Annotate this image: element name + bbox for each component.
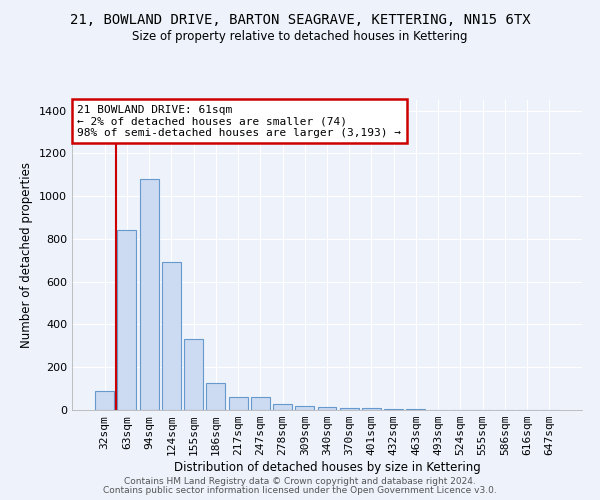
X-axis label: Distribution of detached houses by size in Kettering: Distribution of detached houses by size …: [173, 461, 481, 474]
Bar: [295, 406, 314, 410]
Bar: [184, 340, 203, 410]
Bar: [317, 407, 337, 410]
Bar: [229, 397, 248, 410]
Bar: [273, 404, 292, 410]
Bar: [384, 409, 403, 410]
Text: Size of property relative to detached houses in Kettering: Size of property relative to detached ho…: [132, 30, 468, 43]
Bar: [140, 179, 158, 410]
Text: Contains public sector information licensed under the Open Government Licence v3: Contains public sector information licen…: [103, 486, 497, 495]
Bar: [206, 384, 225, 410]
Y-axis label: Number of detached properties: Number of detached properties: [20, 162, 34, 348]
Bar: [251, 397, 270, 410]
Bar: [362, 408, 381, 410]
Text: 21, BOWLAND DRIVE, BARTON SEAGRAVE, KETTERING, NN15 6TX: 21, BOWLAND DRIVE, BARTON SEAGRAVE, KETT…: [70, 12, 530, 26]
Bar: [340, 408, 359, 410]
Bar: [95, 391, 114, 410]
Bar: [162, 262, 181, 410]
Text: Contains HM Land Registry data © Crown copyright and database right 2024.: Contains HM Land Registry data © Crown c…: [124, 477, 476, 486]
Bar: [118, 230, 136, 410]
Text: 21 BOWLAND DRIVE: 61sqm
← 2% of detached houses are smaller (74)
98% of semi-det: 21 BOWLAND DRIVE: 61sqm ← 2% of detached…: [77, 104, 401, 138]
